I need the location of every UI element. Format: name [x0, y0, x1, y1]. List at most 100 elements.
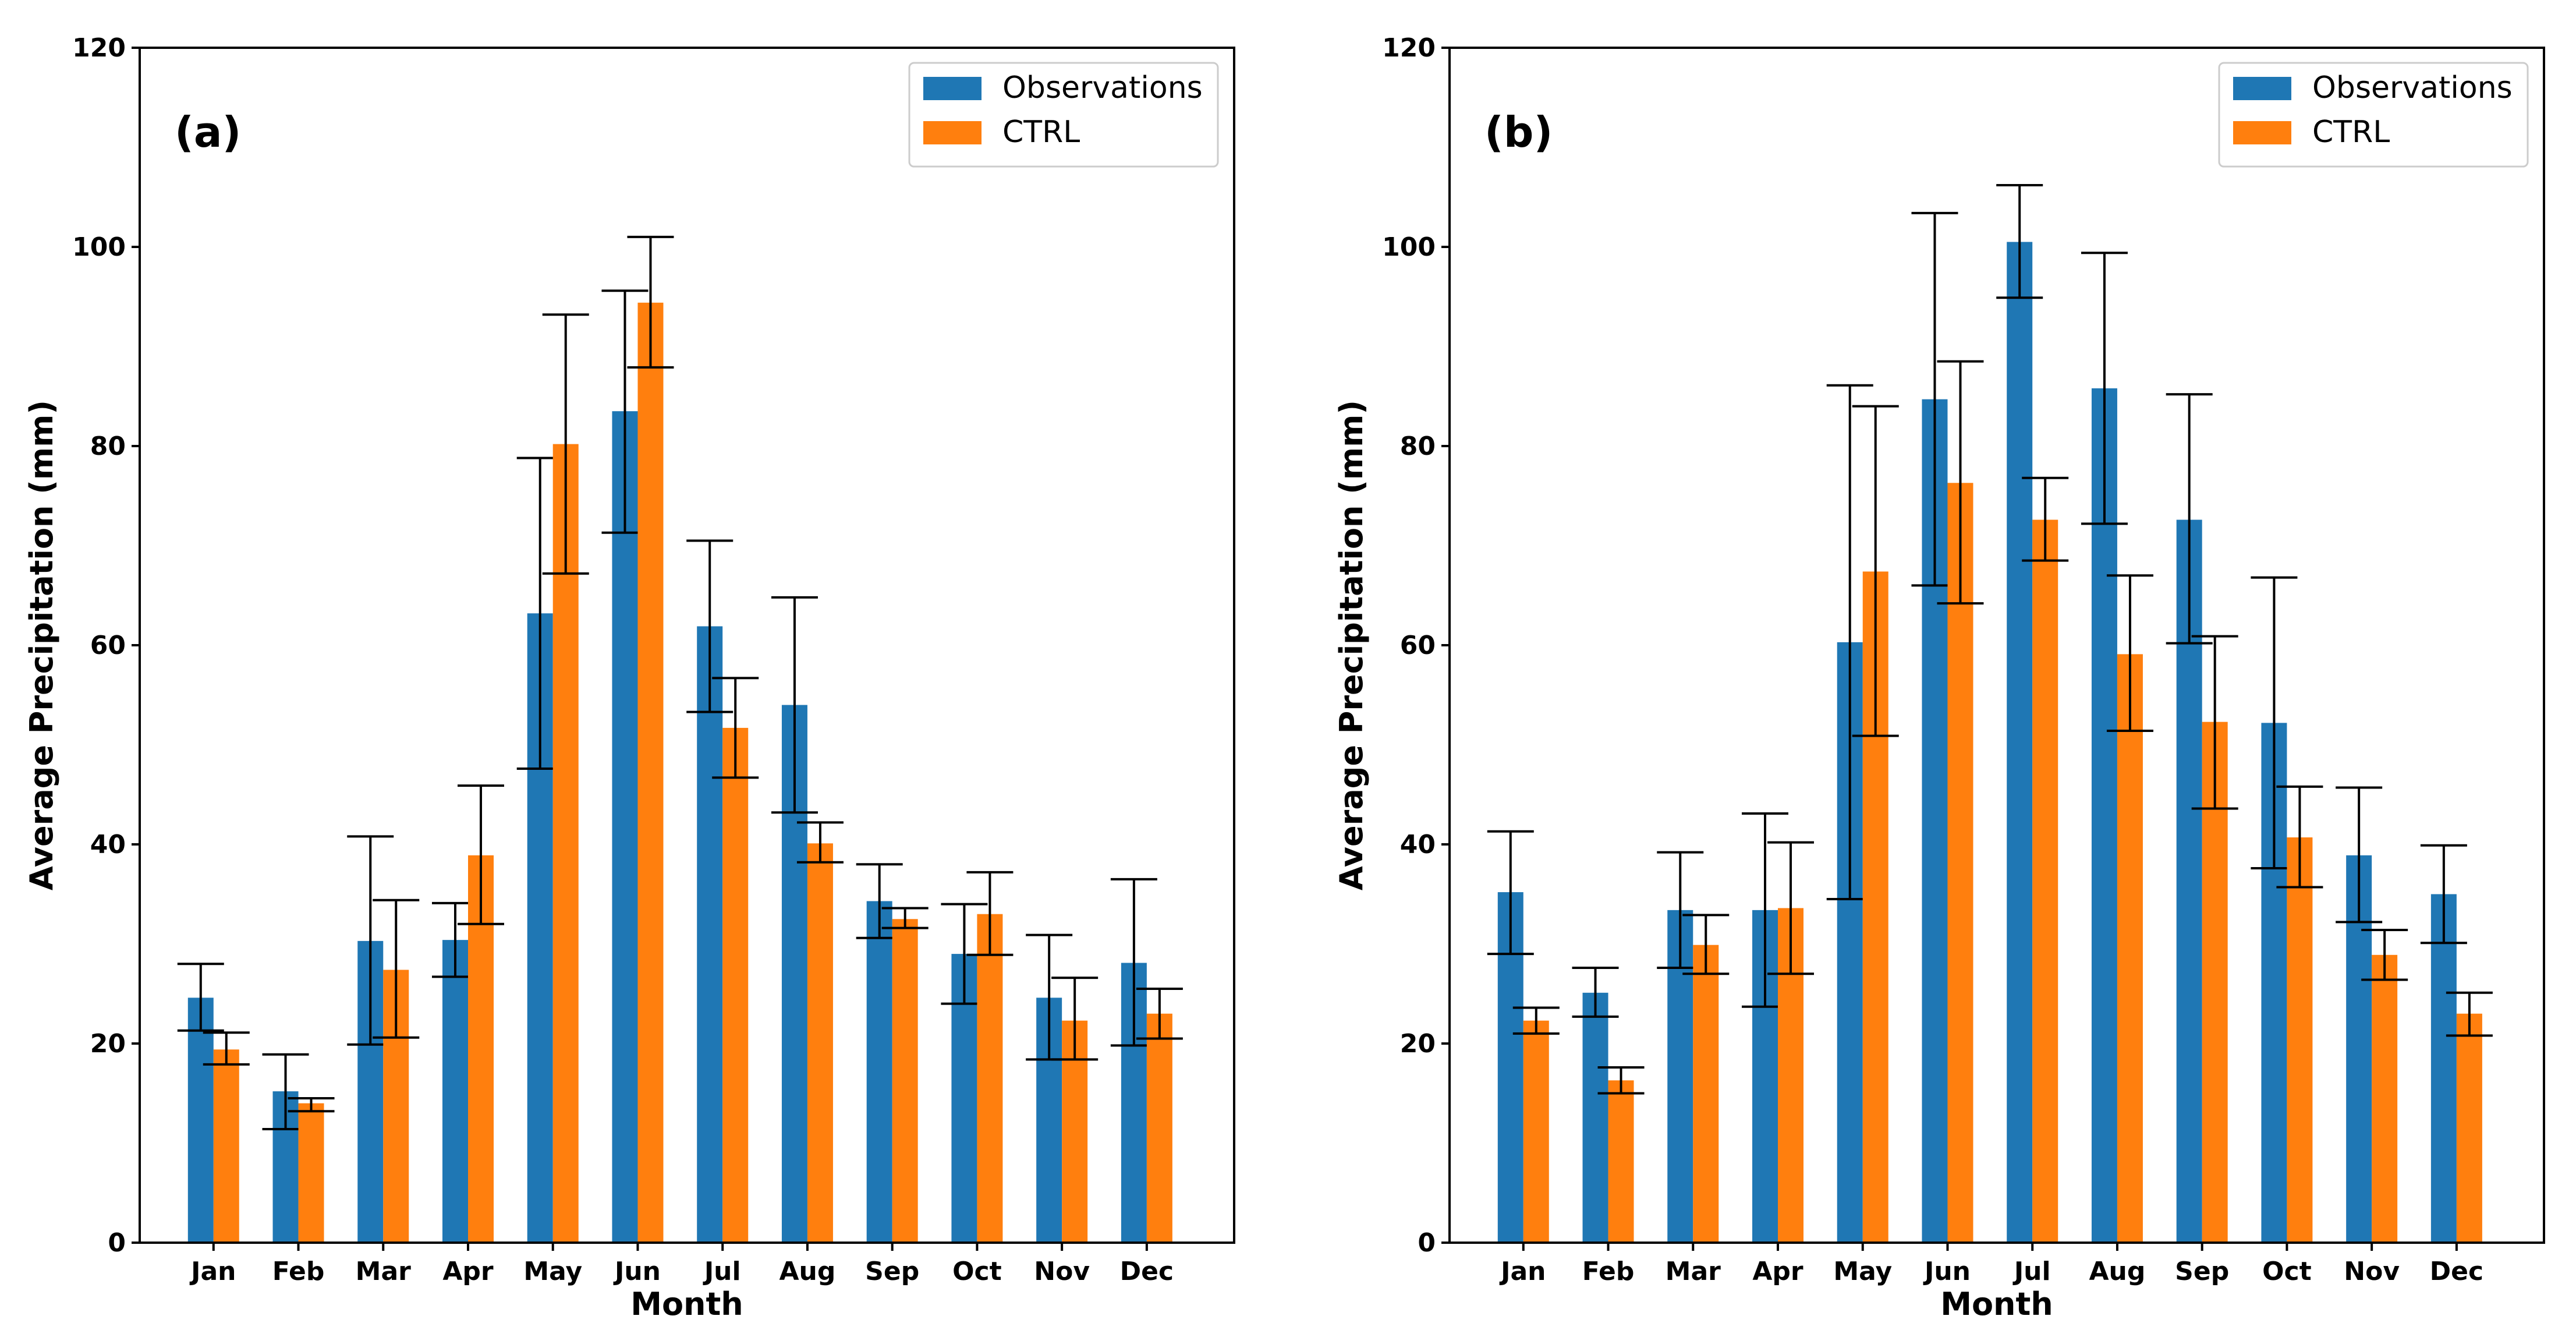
legend-label-observations: Observations: [2312, 70, 2513, 105]
bar-observations-dec: [2430, 894, 2457, 1243]
x-tick-label-jun: Jun: [613, 1257, 661, 1286]
bar-ctrl-jan: [213, 1049, 239, 1243]
bar-ctrl-jul: [722, 727, 749, 1243]
error-bar-observations-jul: [1996, 183, 2043, 299]
error-bar-ctrl-sep: [2191, 635, 2238, 810]
x-tick-label-may: May: [1833, 1257, 1892, 1286]
y-tick-label: 40: [90, 830, 126, 860]
y-tick-label: 20: [1400, 1029, 1436, 1059]
y-tick-label: 60: [90, 631, 126, 660]
legend-swatch-observations: [2233, 77, 2291, 100]
y-tick-label: 60: [1400, 631, 1436, 660]
bar-observations-feb: [1582, 992, 1608, 1243]
legend-swatch-ctrl: [923, 121, 981, 144]
error-bar-observations-nov: [2336, 786, 2383, 924]
y-tick-label: 120: [1382, 33, 1436, 63]
error-bar-ctrl-apr: [458, 784, 504, 925]
x-tick-label-jan: Jan: [189, 1257, 236, 1286]
x-tick-label-jan: Jan: [1499, 1257, 1546, 1286]
x-axis-label: Month: [1940, 1286, 2053, 1322]
bar-observations-aug: [2091, 388, 2117, 1243]
error-bar-ctrl-nov: [1051, 977, 1099, 1061]
error-bar-ctrl-mar: [1682, 914, 1730, 975]
error-bar-ctrl-jul: [712, 677, 759, 779]
bar-observations-sep: [866, 901, 892, 1243]
y-tick-label: 100: [1382, 232, 1436, 262]
x-tick-label-oct: Oct: [952, 1257, 1002, 1286]
x-tick-label-jul: Jul: [2012, 1257, 2051, 1286]
bar-ctrl-jan: [1523, 1020, 1549, 1243]
y-tick-label: 80: [1400, 432, 1436, 461]
x-tick-label-jun: Jun: [1923, 1257, 1971, 1286]
y-tick-label: 100: [72, 232, 126, 262]
bar-ctrl-sep: [892, 919, 918, 1243]
bar-ctrl-nov: [2372, 954, 2398, 1243]
error-bar-ctrl-aug: [796, 821, 844, 864]
x-tick-label-aug: Aug: [779, 1257, 836, 1286]
x-tick-label-nov: Nov: [2344, 1257, 2400, 1286]
error-bar-observations-oct: [2251, 576, 2298, 870]
y-tick-label: 40: [1400, 830, 1436, 860]
error-bar-ctrl-feb: [288, 1097, 335, 1113]
y-tick-label: 120: [72, 33, 126, 63]
x-tick-label-apr: Apr: [442, 1257, 494, 1286]
error-bar-ctrl-nov: [2361, 929, 2408, 981]
x-tick-label-oct: Oct: [2262, 1257, 2312, 1286]
panel-label: (b): [1484, 108, 1553, 157]
error-bar-ctrl-oct: [966, 871, 1014, 956]
error-bar-observations-jan: [177, 963, 224, 1032]
error-bar-ctrl-mar: [373, 899, 420, 1039]
x-tick-label-mar: Mar: [1666, 1257, 1721, 1286]
legend-box: [2218, 62, 2529, 168]
x-tick-label-apr: Apr: [1752, 1257, 1803, 1286]
error-bar-observations-jan: [1487, 830, 1534, 956]
error-bar-ctrl-feb: [1597, 1066, 1645, 1095]
bar-ctrl-aug: [807, 843, 833, 1243]
bar-ctrl-oct: [2287, 837, 2313, 1243]
bar-observations-apr: [442, 940, 468, 1243]
error-bar-observations-aug: [2081, 252, 2128, 525]
x-tick-label-dec: Dec: [2430, 1257, 2483, 1286]
error-bar-ctrl-dec: [1136, 987, 1183, 1040]
bar-ctrl-feb: [1608, 1080, 1634, 1243]
error-bar-observations-jul: [686, 539, 734, 713]
error-bar-observations-dec: [2420, 844, 2467, 945]
legend-label-ctrl: CTRL: [2312, 115, 2390, 150]
bar-ctrl-jun: [637, 302, 664, 1243]
y-axis-label: Average Precipitation (mm): [1333, 400, 1370, 890]
x-tick-label-sep: Sep: [865, 1257, 919, 1286]
panel-label: (a): [175, 108, 241, 157]
y-tick-label: 20: [90, 1029, 126, 1059]
error-bar-ctrl-oct: [2276, 785, 2323, 889]
error-bar-ctrl-apr: [1767, 841, 1814, 975]
error-bar-ctrl-jun: [627, 235, 674, 369]
x-axis-label: Month: [630, 1286, 743, 1322]
error-bar-ctrl-jul: [2022, 476, 2069, 562]
x-tick-label-feb: Feb: [272, 1257, 325, 1286]
bar-observations-jun: [612, 411, 638, 1243]
y-tick-label: 80: [90, 432, 126, 461]
chart-panel-b: 0 20 40 60 80 100 120 Jan Feb Mar Apr May Jun Jul Aug S…: [1333, 33, 2545, 1322]
x-tick-label-feb: Feb: [1582, 1257, 1635, 1286]
legend: Observations CTRL: [908, 62, 1219, 168]
legend-swatch-observations: [923, 77, 981, 100]
x-tick-label-sep: Sep: [2175, 1257, 2229, 1286]
x-tick-label-may: May: [523, 1257, 582, 1286]
error-bar-observations-sep: [2166, 393, 2213, 645]
bar-observations-jul: [697, 626, 723, 1243]
legend-label-ctrl: CTRL: [1002, 115, 1080, 150]
error-bar-ctrl-aug: [2106, 574, 2153, 733]
error-bar-ctrl-jan: [203, 1031, 250, 1066]
bar-ctrl-may: [552, 444, 579, 1243]
error-bar-observations-feb: [1572, 967, 1619, 1018]
error-bar-ctrl-may: [542, 313, 589, 575]
error-bar-observations-aug: [771, 596, 818, 814]
legend-swatch-ctrl: [2233, 121, 2291, 144]
legend-label-observations: Observations: [1002, 70, 1203, 105]
bar-observations-jul: [2007, 242, 2033, 1243]
error-bar-ctrl-jun: [1937, 360, 1984, 605]
bar-ctrl-mar: [1693, 945, 1719, 1243]
y-tick-label: 0: [108, 1228, 126, 1258]
legend-box: [908, 62, 1219, 168]
